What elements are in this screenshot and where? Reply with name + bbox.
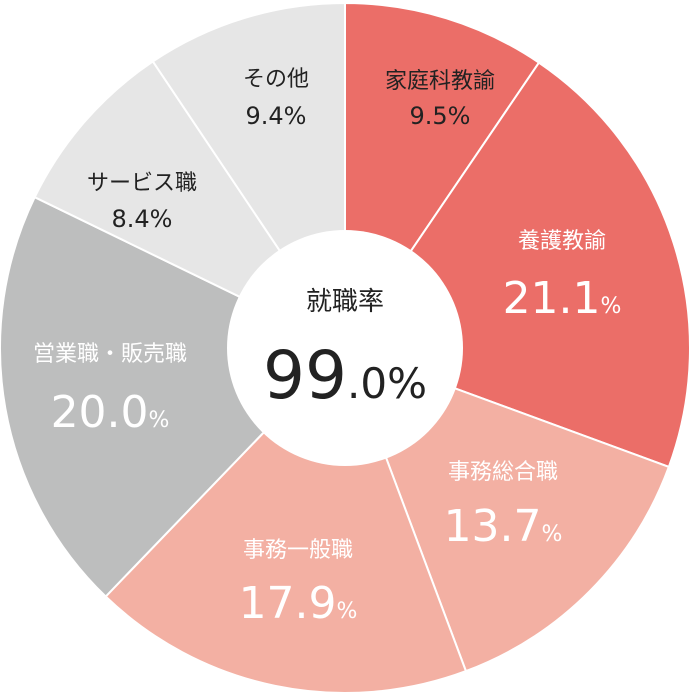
slice-value-label: 9.5% xyxy=(410,102,471,130)
slice-value-label: 8.4% xyxy=(112,205,173,233)
center-hole xyxy=(227,230,463,466)
slice-value-label: 9.4% xyxy=(246,102,307,130)
slice-label: 事務一般職 xyxy=(243,538,353,563)
slice-label: サービス職 xyxy=(87,171,197,196)
pie-slice xyxy=(0,195,347,598)
slice-label: 家庭科教諭 xyxy=(385,69,495,94)
slice-value-label: 17.9% xyxy=(239,578,358,629)
slice-value-label: 21.1% xyxy=(503,273,622,324)
center-value: 99.0% xyxy=(263,337,427,414)
slice-label: 営業職・販売職 xyxy=(33,342,187,367)
slice-value-label: 13.7% xyxy=(444,501,563,552)
slice-label: 養護教諭 xyxy=(518,229,606,254)
center-title: 就職率 xyxy=(306,287,384,317)
slice-label: 事務総合職 xyxy=(448,460,558,485)
slice-label: その他 xyxy=(243,67,309,92)
slice-value-label: 20.0% xyxy=(51,387,170,438)
